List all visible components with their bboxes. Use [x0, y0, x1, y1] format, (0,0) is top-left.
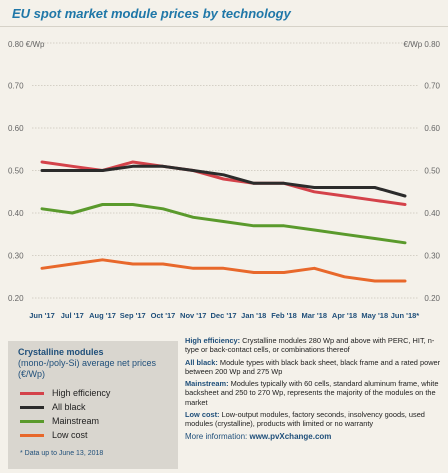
more-info-link[interactable]: www.pvXchange.com [249, 431, 332, 441]
x-tick-label: Nov '17 [180, 311, 206, 320]
definitions-panel: High efficiency: Crystalline modules 280… [185, 336, 443, 441]
chart-title: EU spot market module prices by technolo… [12, 6, 291, 21]
series-line-high-efficiency [40, 160, 407, 206]
legend-swatch [20, 405, 44, 409]
x-tick-label: Feb '18 [271, 311, 297, 320]
x-tick-label: May '18 [361, 311, 388, 320]
x-tick-label: Dec '17 [211, 311, 237, 320]
series-line-low-cost [40, 258, 407, 283]
price-chart: 0.20 0.20 0.30 0.30 0.40 0.40 0.50 0.50 0.60 0.60… [8, 40, 441, 320]
legend-box: Crystalline modules (mono-/poly-Si) aver… [8, 341, 178, 469]
y-tick-right: 0.50 [424, 167, 440, 176]
legend-entry-mainstream: Mainstream [20, 414, 178, 428]
x-tick-label: Jan '18 [241, 311, 266, 320]
legend-entry-all-black: All black [20, 400, 178, 414]
y-tick-right: 0.60 [424, 124, 440, 133]
more-info: More information: www.pvXchange.com [185, 432, 443, 441]
y-tick-left: 0.60 [8, 124, 24, 133]
legend-subtitle: (mono-/poly-Si) average net prices (€/Wp… [18, 358, 157, 379]
legend-label: Low cost [52, 430, 88, 440]
legend-label: High efficiency [52, 388, 111, 398]
legend-swatch [20, 419, 44, 423]
legend-entries: High efficiency All black Mainstream Low co… [8, 386, 178, 442]
x-tick-label: Aug '17 [89, 311, 116, 320]
definition-term: All black: [185, 357, 218, 367]
x-tick-label: Mar '18 [301, 311, 327, 320]
y-axis-right-label: €/Wp 0.80 [404, 40, 441, 49]
y-tick-right: 0.40 [424, 209, 440, 218]
x-tick-label: Jun '17 [29, 311, 55, 320]
y-tick-right: 0.20 [424, 294, 440, 303]
title-divider [0, 26, 448, 27]
y-tick-left: 0.20 [8, 294, 24, 303]
more-info-label: More information: [185, 431, 250, 441]
series-line-all-black [40, 164, 407, 198]
y-tick-left: 0.70 [8, 82, 24, 91]
chart-series [40, 160, 407, 283]
y-tick-left: 0.30 [8, 252, 24, 261]
legend-title: Crystalline modules [18, 347, 104, 357]
y-tick-labels: 0.20 0.20 0.30 0.30 0.40 0.40 0.50 0.50 0.60 0.60… [8, 82, 441, 304]
x-tick-label: Apr '18 [332, 311, 357, 320]
definition-term: Low cost: [185, 410, 220, 420]
x-tick-label: Oct '17 [151, 311, 176, 320]
legend-entry-low-cost: Low cost [20, 428, 178, 442]
y-axis-left-label: 0.80 €/Wp [8, 40, 45, 49]
legend-entry-high-efficiency: High efficiency [20, 386, 178, 400]
legend-label: Mainstream [52, 416, 100, 426]
legend-header: Crystalline modules (mono-/poly-Si) aver… [8, 341, 178, 380]
y-tick-right: 0.70 [424, 82, 440, 91]
definitions-list: High efficiency: Crystalline modules 280… [185, 336, 443, 429]
x-tick-label: Sep '17 [120, 311, 146, 320]
definition-term: High efficiency: [185, 336, 241, 345]
definition-item: Mainstream: Modules typically with 60 ce… [185, 379, 443, 407]
y-tick-right: 0.30 [424, 252, 440, 261]
definition-item: All black: Module types with black back … [185, 358, 443, 377]
x-tick-label: Jul '17 [61, 311, 84, 320]
definition-text: Module types with black back sheet, blac… [185, 357, 441, 376]
x-tick-labels: Jun '17 Jul '17 Aug '17 Sep '17 Oct '17 Nov '… [29, 311, 419, 320]
legend-footnote: * Data up to June 13, 2018 [20, 450, 104, 457]
definition-item: Low cost: Low-output modules, factory se… [185, 410, 443, 429]
x-tick-label: Jun '18* [391, 311, 420, 320]
definition-text: Crystalline modules 280 Wp and above wit… [185, 336, 435, 355]
definition-text: Modules typically with 60 cells, standar… [185, 379, 439, 407]
definition-text: Low-output modules, factory seconds, ins… [185, 410, 425, 429]
definition-item: High efficiency: Crystalline modules 280… [185, 336, 443, 355]
series-line-mainstream [40, 203, 407, 245]
y-tick-left: 0.40 [8, 209, 24, 218]
legend-swatch [20, 433, 44, 437]
legend-swatch [20, 391, 44, 395]
legend-label: All black [52, 402, 86, 412]
y-tick-left: 0.50 [8, 167, 24, 176]
definition-term: Mainstream: [185, 379, 229, 389]
